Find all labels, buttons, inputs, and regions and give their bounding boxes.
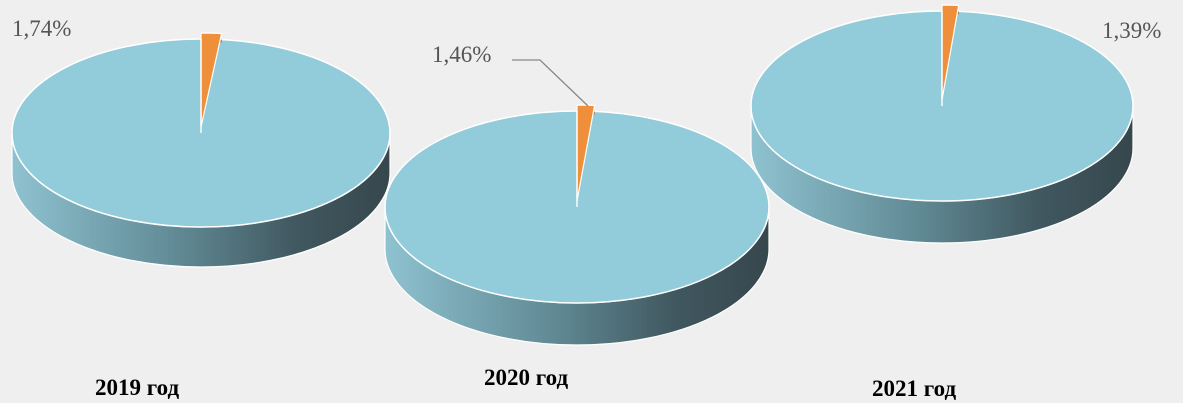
pie-chart-2019 xyxy=(11,32,391,268)
data-label-2020: 1,46% xyxy=(432,42,491,67)
pie-title-2021: 2021 год xyxy=(872,376,956,401)
pie-chart-2021 xyxy=(750,4,1134,244)
pie-title-2020: 2020 год xyxy=(484,365,568,390)
data-label-2021: 1,39% xyxy=(1102,18,1161,43)
pie-title-2019: 2019 год xyxy=(95,375,179,400)
pie-slice-small-2019 xyxy=(200,32,223,128)
leader-line-2020 xyxy=(512,59,589,107)
data-label-2019: 1,74% xyxy=(12,16,71,41)
pie-slice-small-2021 xyxy=(941,4,960,101)
pie-chart-2020 xyxy=(384,104,770,346)
pie-slice-small-2020 xyxy=(576,104,596,202)
